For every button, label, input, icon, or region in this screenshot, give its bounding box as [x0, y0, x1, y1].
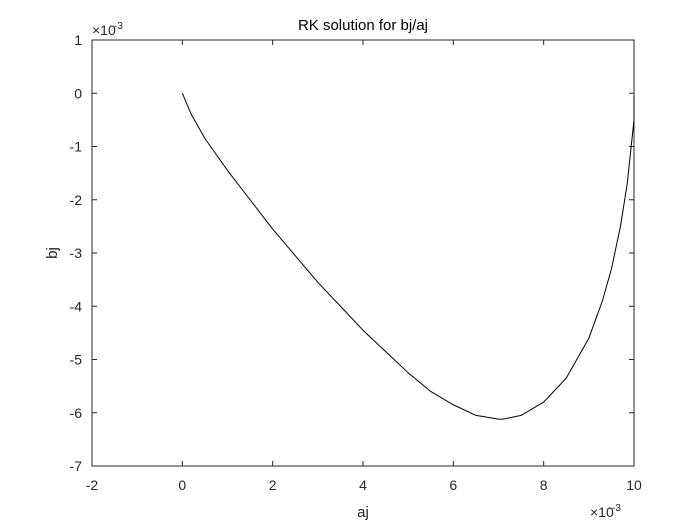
y-tick-label: -2	[70, 192, 83, 208]
y-tick-label: -5	[70, 352, 83, 368]
y-axis-label: bj	[44, 247, 61, 259]
y-tick-label: -1	[70, 139, 83, 155]
y-tick-label: 1	[74, 32, 82, 48]
y-tick-label: -7	[70, 458, 83, 474]
x-multiplier: ×10 -3	[590, 503, 621, 520]
x-multiplier-exponent: -3	[612, 503, 621, 514]
y-multiplier-base: ×10	[92, 22, 116, 38]
plot-lines	[181, 93, 635, 420]
y-tick-label: 0	[74, 85, 82, 101]
x-tick-label: 10	[626, 477, 642, 493]
x-ticks: -2 0 2 4 6 8 10	[86, 40, 642, 493]
x-tick-label: 6	[449, 477, 457, 493]
y-tick-label: -6	[70, 405, 83, 421]
y-multiplier: ×10 -3	[92, 21, 123, 38]
x-tick-label: -2	[86, 477, 99, 493]
x-tick-label: 8	[540, 477, 548, 493]
x-tick-label: 4	[359, 477, 367, 493]
x-tick-label: 2	[269, 477, 277, 493]
y-tick-label: -3	[70, 245, 83, 261]
x-axis-label: aj	[357, 504, 369, 521]
x-tick-label: 0	[178, 477, 186, 493]
axes-box	[91, 39, 635, 467]
y-multiplier-exponent: -3	[114, 21, 123, 32]
x-multiplier-base: ×10	[590, 504, 614, 520]
series-line-0	[181, 93, 635, 420]
y-tick-label: -4	[70, 298, 83, 314]
axes	[91, 39, 635, 467]
chart-title: RK solution for bj/aj	[298, 17, 428, 34]
y-ticks: -7 -6 -5 -4 -3 -2 -1 0 1	[70, 32, 634, 474]
